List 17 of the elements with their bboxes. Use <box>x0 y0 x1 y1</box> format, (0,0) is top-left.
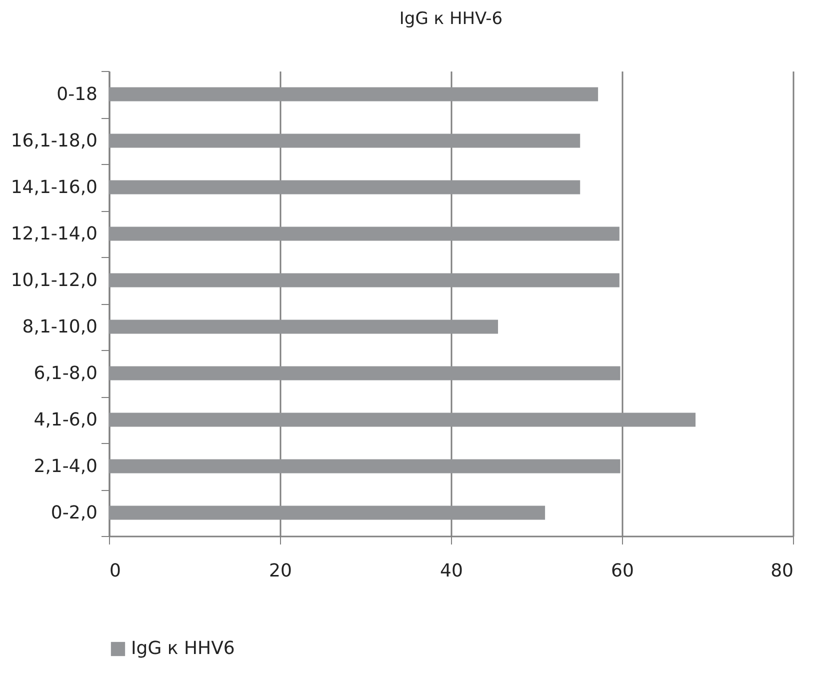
y-tick-label: 16,1-18,0 <box>10 130 98 152</box>
x-tick-label: 20 <box>269 560 292 582</box>
x-tick-label: 40 <box>440 560 463 582</box>
x-tick-label: 80 <box>770 560 794 582</box>
y-tick-label: 0-2,0 <box>50 502 98 524</box>
y-tick-label: 14,1-16,0 <box>10 176 98 198</box>
x-tick-label: 60 <box>611 560 634 582</box>
y-tick-label: 10,1-12,0 <box>10 270 98 291</box>
legend-label: IgG к HHV6 <box>131 638 235 659</box>
x-tick-label: 0 <box>110 560 121 582</box>
chart-title: IgG к HHV-6 <box>399 9 503 29</box>
y-tick-label: 8,1-10,0 <box>22 316 98 338</box>
y-tick-label: 6,1-8,0 <box>34 362 98 384</box>
y-tick-label: 2,1-4,0 <box>34 456 98 477</box>
y-tick-label: 0-18 <box>56 84 98 105</box>
y-tick-label: 4,1-6,0 <box>34 409 98 430</box>
y-tick-label: 12,1-14,0 <box>10 223 98 244</box>
